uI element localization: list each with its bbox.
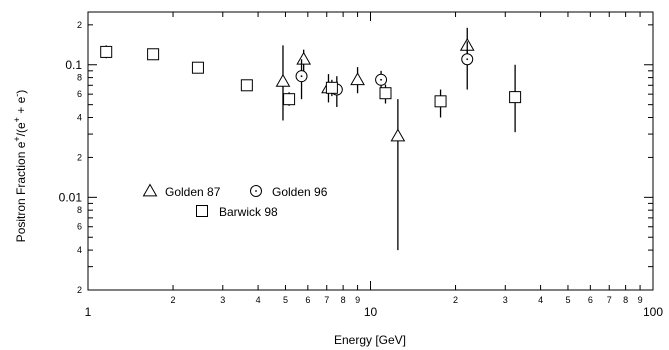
y-minor-tick-label: 8 [77,73,82,83]
legend-label: Golden 96 [272,185,328,199]
square-point [434,95,447,108]
x-minor-tick-label: 7 [324,295,329,305]
triangle-point [275,73,291,87]
square-point [240,79,253,92]
y-axis: 0.01 0.1 2 4 6 8 2 4 6 8 2 [59,20,653,295]
plot-border [87,11,654,291]
circle-marker-dot [300,75,303,78]
y-tick-label: 0.1 [65,58,82,72]
circle-point [295,70,308,83]
square-point [100,45,113,58]
triangle-point [390,128,406,142]
y-minor-tick-label: 2 [77,20,82,30]
y-axis-title-mid2: + e [14,96,28,117]
x-minor-tick-label: 6 [588,295,593,305]
x-minor-tick-label: 9 [355,295,360,305]
x-tick-label: 100 [643,305,663,319]
y-axis-title-sup1: + [12,136,22,141]
x-minor-tick-label: 9 [638,295,643,305]
x-tick-label: 10 [364,305,378,319]
circle-marker-dot [255,190,257,192]
y-axis-title-sup3: - [12,94,22,97]
square-point [325,81,338,94]
triangle-point [350,72,365,86]
x-minor-tick-label: 4 [256,295,261,305]
x-minor-tick-label: 6 [305,295,310,305]
data-points [100,27,522,251]
x-axis-title: Energy [GeV] [334,333,406,347]
square-point [283,93,296,106]
square-point [191,61,204,74]
y-minor-tick-label: 4 [77,113,82,123]
x-minor-tick-label: 4 [538,295,543,305]
circle-point [375,73,388,86]
circle-marker-dot [380,78,382,81]
circle-marker-dot [466,58,469,61]
x-minor-tick-label: 2 [453,295,458,305]
x-minor-tick-label: 3 [220,295,225,305]
y-axis-title: Positron Fraction e+/(e+ + e-) [12,90,28,243]
legend-label: Golden 87 [165,185,221,199]
legend-marker-triangle [142,183,158,197]
plot-frame [87,11,654,291]
square-point [379,87,392,100]
y-minor-tick-label: 2 [77,285,82,295]
y-minor-tick-label: 4 [77,245,82,255]
x-tick-label: 1 [85,305,92,319]
x-minor-tick-label: 5 [283,295,288,305]
x-minor-tick-label: 3 [503,295,508,305]
series-golden-87 [275,27,475,251]
y-axis-title-main: Positron Fraction e [14,141,28,242]
x-minor-tick-label: 5 [565,295,570,305]
y-minor-tick-label: 6 [77,222,82,232]
y-axis-title-mid: /(e [14,122,28,136]
triangle-point [296,51,312,65]
legend-label: Barwick 98 [219,205,278,219]
circle-point [461,53,474,66]
y-minor-tick-label: 6 [77,89,82,99]
x-minor-tick-label: 8 [623,295,628,305]
x-minor-tick-label: 7 [607,295,612,305]
x-minor-tick-label: 2 [171,295,176,305]
y-axis-title-end: ) [14,90,28,94]
legend-marker-circle [250,185,262,197]
y-axis-title-sup2: + [12,117,22,122]
square-point [147,48,160,61]
y-tick-label: 0.01 [59,190,83,204]
y-minor-tick-label: 8 [77,205,82,215]
legend-marker-square [196,205,208,217]
x-minor-tick-label: 8 [341,295,346,305]
square-point [509,91,522,104]
legend: Golden 87 Golden 96 Barwick 98 [142,183,328,219]
y-minor-tick-label: 2 [77,152,82,162]
series-barwick-98 [100,45,522,133]
